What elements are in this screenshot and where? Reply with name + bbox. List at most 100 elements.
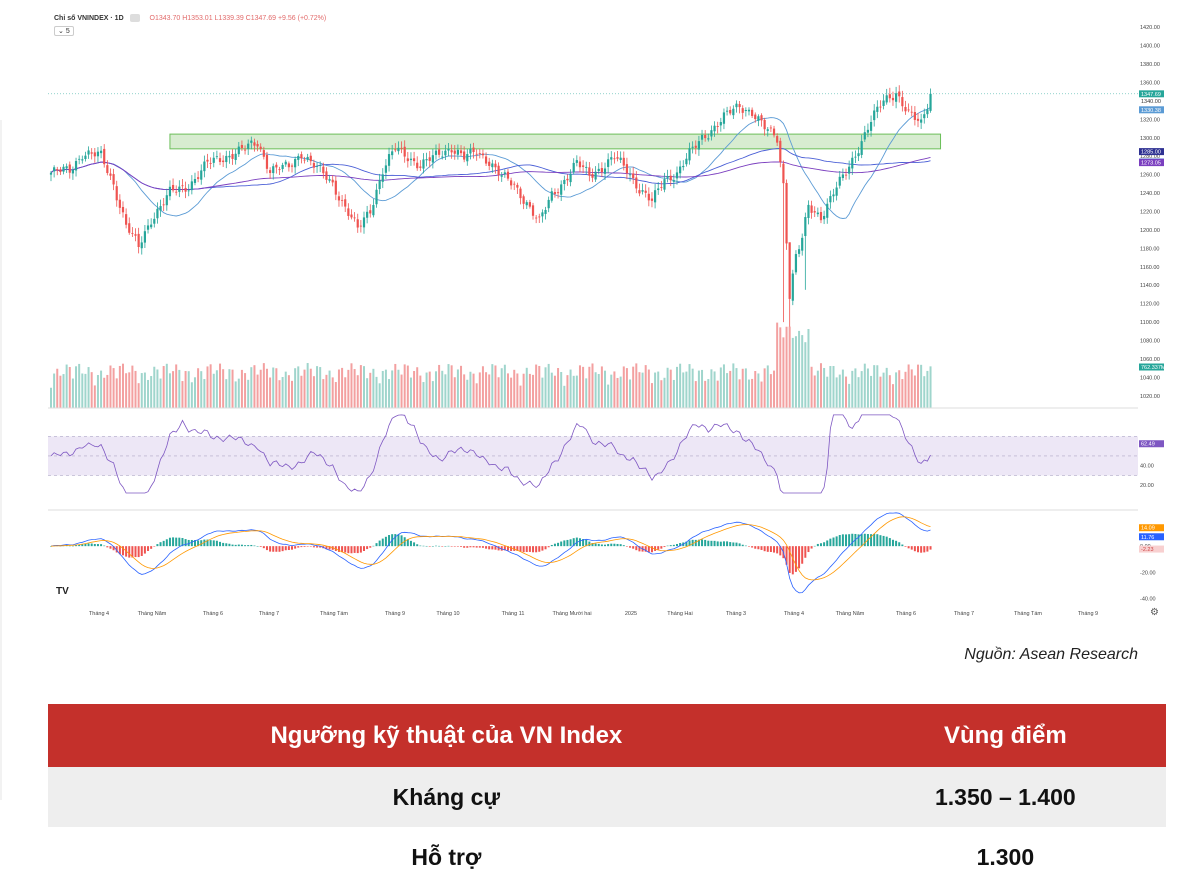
candle-body [497, 165, 500, 175]
candle-body [322, 166, 325, 174]
candle-body [306, 156, 309, 160]
macd-histogram-bar [647, 546, 650, 553]
macd-tick-label: -20.00 [1140, 570, 1156, 576]
macd-histogram-bar [751, 546, 754, 548]
macd-histogram-bar [71, 545, 74, 547]
volume-bar [193, 377, 196, 408]
macd-histogram-bar [838, 535, 841, 547]
macd-histogram-bar [450, 546, 453, 547]
macd-histogram-bar [206, 539, 209, 547]
candle-body [472, 147, 475, 153]
macd-histogram-bar [425, 545, 428, 547]
macd-histogram-bar [522, 546, 525, 553]
candle-body [920, 119, 923, 123]
candle-body [206, 159, 209, 162]
macd-histogram-bar [281, 546, 284, 552]
candle-body [516, 184, 519, 188]
indicator-toggle[interactable]: ⌄ 5 [54, 26, 74, 36]
volume-bar [284, 371, 287, 408]
macd-histogram-bar [663, 546, 666, 548]
candle-body [776, 136, 779, 143]
volume-bar [244, 373, 247, 408]
volume-bar [312, 376, 315, 408]
candle-body [278, 169, 281, 171]
candle-body [409, 158, 413, 161]
volume-bar [59, 375, 62, 408]
volume-bar [347, 369, 350, 408]
volume-bar [532, 374, 535, 408]
volume-bar [801, 335, 804, 408]
candle-body [309, 155, 312, 162]
macd-histogram-bar [131, 546, 134, 558]
volume-bar [625, 368, 628, 408]
gear-icon[interactable]: ⚙ [1150, 607, 1159, 618]
price-tick-label: 1120.00 [1140, 302, 1159, 308]
macd-histogram-bar [716, 541, 719, 547]
volume-bar [528, 373, 531, 408]
volume-bar [137, 383, 140, 408]
price-tick-label: 1240.00 [1140, 191, 1160, 197]
macd-histogram-bar [413, 542, 416, 547]
macd-histogram-bar [178, 537, 181, 547]
candle-body [785, 182, 788, 244]
volume-bar [876, 365, 879, 408]
macd-histogram-bar [870, 534, 873, 547]
candle-body [65, 166, 68, 169]
volume-bar [788, 326, 791, 408]
macd-histogram-bar [585, 539, 588, 547]
macd-histogram-bar [701, 539, 704, 547]
candle-body [256, 144, 259, 147]
chart-canvas[interactable]: 1420.00 1400.00 1380.00 1360.00 1340.00 1320.… [48, 10, 1166, 622]
candle-body [434, 150, 438, 155]
time-tick-label: Tháng Năm [836, 611, 865, 617]
volume-bar [891, 384, 894, 408]
macd-histogram-bar [250, 544, 253, 547]
candle-body [910, 111, 913, 113]
time-tick-label: Tháng 7 [259, 611, 279, 617]
candle-body [146, 225, 150, 230]
volume-bar [544, 367, 547, 408]
settings-icon[interactable] [129, 14, 140, 22]
macd-histogram-bar [619, 544, 622, 547]
technical-levels-table: Ngưỡng kỹ thuật của VN Index Vùng điểm K… [48, 704, 1166, 887]
volume-bar [441, 370, 444, 408]
volume-bar [575, 375, 578, 408]
candle-body [459, 150, 463, 154]
macd-histogram-bar [851, 533, 854, 547]
macd-histogram-bar [275, 546, 278, 552]
volume-bar [397, 369, 400, 408]
candle-body [168, 186, 172, 197]
volume-bar [178, 369, 181, 408]
volume-bar [773, 370, 776, 408]
volume-bar [65, 364, 68, 408]
volume-bar [669, 369, 672, 408]
volume-bar [513, 369, 516, 408]
macd-histogram-bar [547, 546, 550, 548]
ma-slow-line [50, 156, 931, 191]
volume-bar [597, 374, 600, 408]
candle-body [378, 180, 381, 190]
candle-body [81, 159, 84, 161]
candle-body [469, 148, 472, 154]
macd-histogram-bar [478, 546, 481, 548]
volume-bar [240, 369, 243, 408]
candle-body [375, 189, 378, 205]
price-label: 1340.00 [1141, 99, 1161, 105]
vnindex-chart[interactable]: 1420.00 1400.00 1380.00 1360.00 1340.00 1320.… [48, 10, 1166, 622]
candle-body [325, 171, 328, 180]
candle-body [391, 151, 394, 156]
candle-body [810, 205, 813, 213]
volume-bar [400, 374, 403, 408]
volume-bar [159, 378, 162, 408]
volume-bar [638, 372, 641, 408]
volume-bar [676, 366, 678, 408]
candle-body [575, 160, 578, 163]
candle-body [794, 254, 798, 273]
volume-bar [200, 371, 203, 408]
price-tick-label: 1100.00 [1140, 320, 1159, 326]
volume-bar [672, 379, 675, 408]
macd-histogram-bar [616, 543, 619, 547]
candle-body [628, 174, 632, 176]
volume-bar [701, 369, 704, 408]
candle-body [240, 144, 244, 148]
